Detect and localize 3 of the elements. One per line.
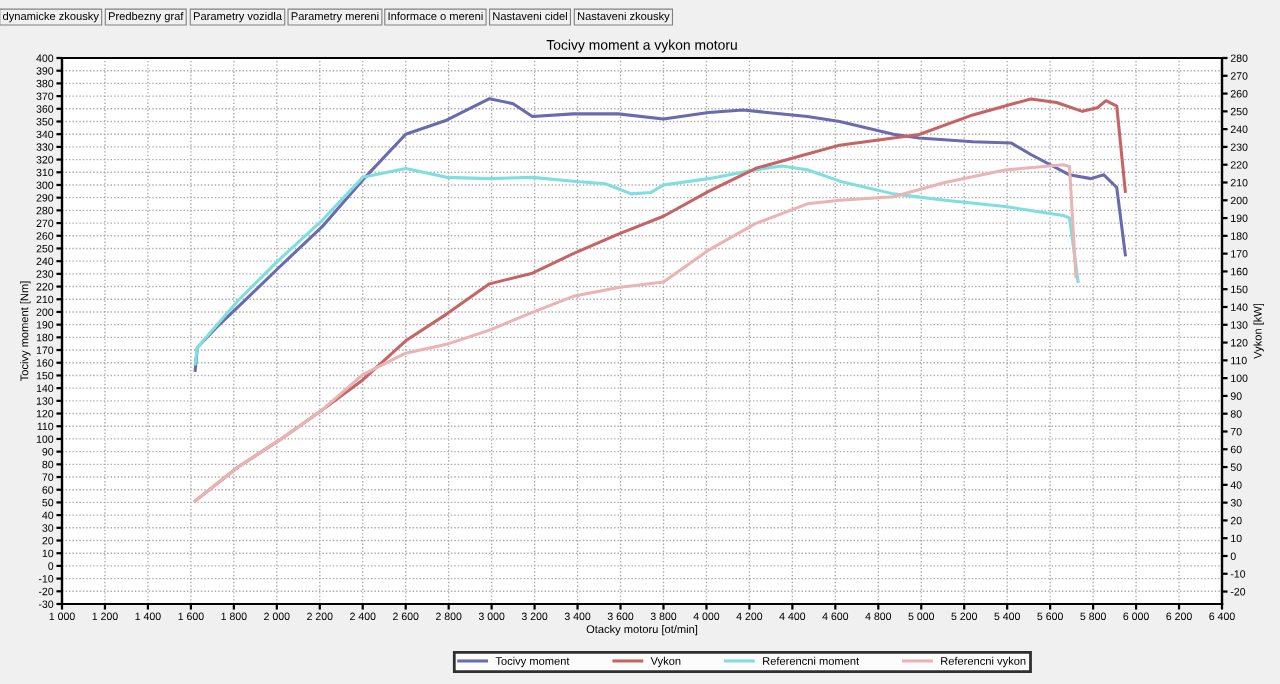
line-series	[193, 164, 1080, 366]
line-series	[193, 163, 1078, 503]
line-series	[193, 97, 1127, 372]
